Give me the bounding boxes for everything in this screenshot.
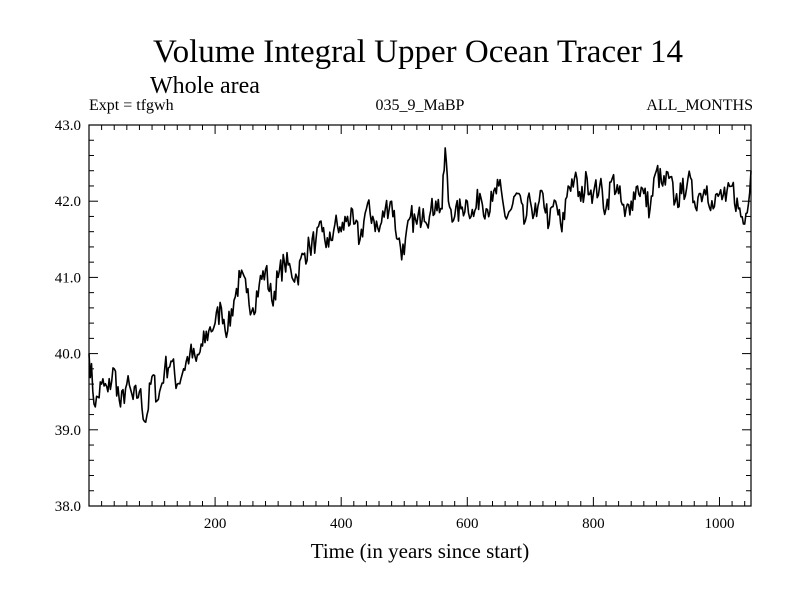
y-tick-label: 42.0 — [55, 194, 81, 210]
y-tick-label: 41.0 — [55, 270, 81, 286]
series-line — [88, 147, 752, 424]
x-axis-label: Time (in years since start) — [311, 539, 530, 563]
plot-frame — [88, 124, 752, 507]
ticks-group: 200 400 600 800 1000 38.0 39.0 40.0 41.0 42.0 43.0 — [55, 118, 751, 532]
x-tick-label: 400 — [330, 516, 353, 532]
x-tick-label: 600 — [456, 516, 479, 532]
x-tick-label: 1000 — [704, 516, 734, 532]
experiment-label: Expt = tfgwh — [89, 97, 174, 114]
y-tick-label: 43.0 — [55, 118, 81, 134]
x-tick-label: 800 — [582, 516, 605, 532]
y-tick-label: 38.0 — [55, 499, 81, 515]
run-label: 035_9_MaBP — [376, 97, 465, 114]
chart-title: Volume Integral Upper Ocean Tracer 14 — [153, 34, 683, 70]
y-tick-label: 40.0 — [55, 347, 81, 363]
x-tick-label: 200 — [204, 516, 227, 532]
chart-subtitle: Whole area — [150, 73, 260, 99]
period-label: ALL_MONTHS — [646, 97, 753, 114]
y-tick-label: 39.0 — [55, 423, 81, 439]
